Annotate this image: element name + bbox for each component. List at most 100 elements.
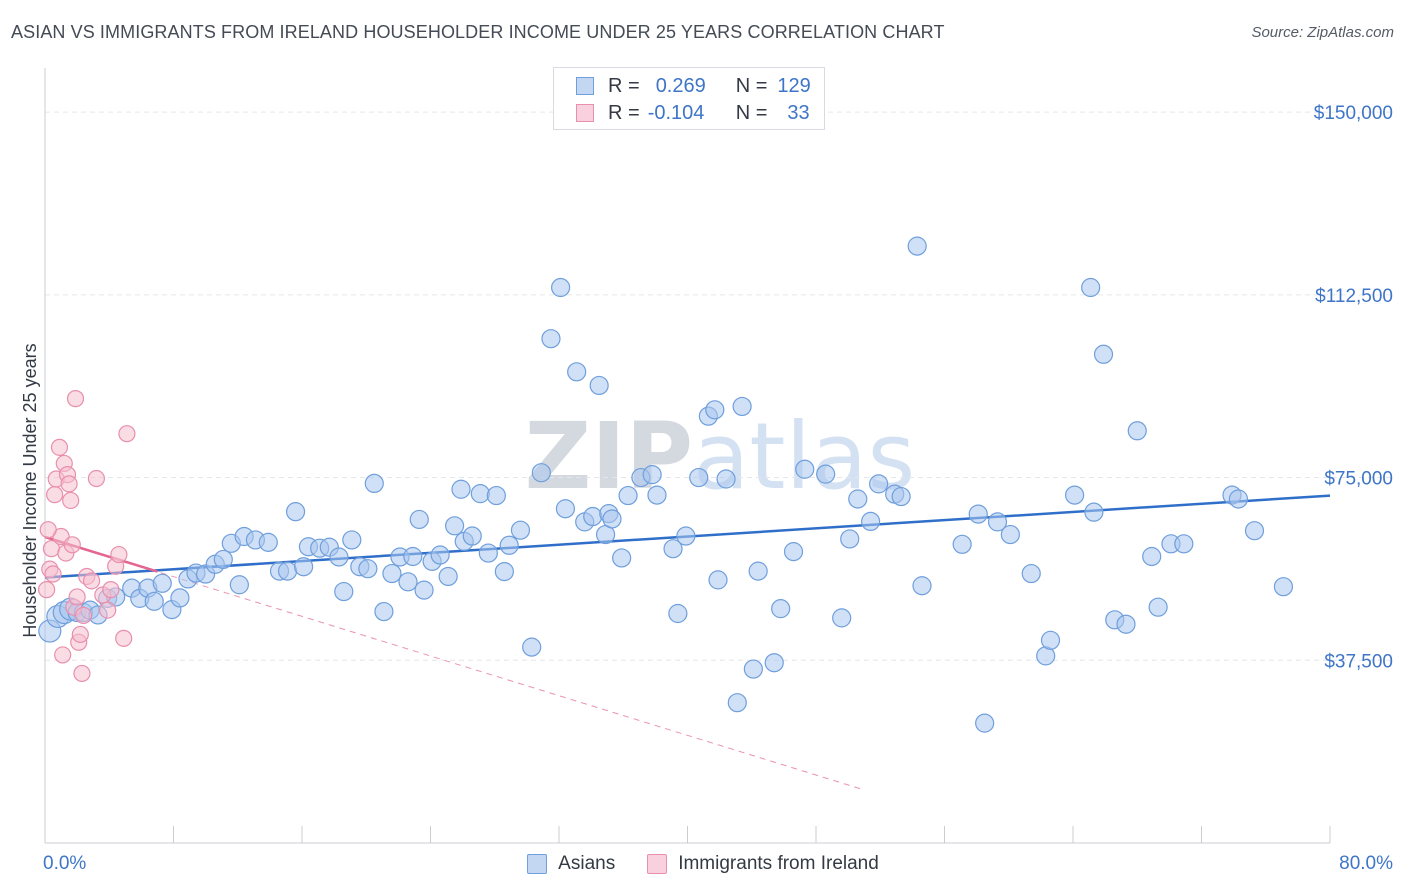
- point-asians: [277, 561, 298, 581]
- point-asians: [987, 512, 1008, 532]
- point-asians: [975, 713, 995, 733]
- point-asians: [647, 485, 667, 505]
- point-asians: [342, 530, 362, 550]
- point-asians: [748, 561, 768, 581]
- point-asians: [258, 532, 278, 552]
- point-asians: [642, 465, 662, 485]
- point-asians: [398, 572, 418, 592]
- point-asians: [382, 563, 402, 584]
- point-asians: [438, 566, 458, 587]
- point-asians: [1065, 485, 1085, 505]
- axis-labels: $37,500 $75,000 $112,500 $150,000 0.0% 80.0% H…: [20, 103, 1393, 874]
- point-ireland: [46, 486, 64, 504]
- point-ireland: [110, 545, 128, 564]
- point-asians: [294, 557, 314, 577]
- point-ireland: [62, 491, 80, 510]
- point-asians: [816, 464, 836, 484]
- point-asians: [522, 637, 542, 657]
- point-ireland: [44, 565, 62, 583]
- x-tick-label-min: 0.0%: [43, 853, 86, 874]
- point-asians: [329, 547, 349, 567]
- y-axis-title: Householder Income Under 25 years: [20, 343, 40, 637]
- point-asians: [1084, 502, 1104, 522]
- point-ireland: [66, 390, 85, 408]
- point-ireland: [115, 629, 133, 647]
- point-asians: [430, 545, 450, 565]
- legend-item-asians[interactable]: Asians: [527, 853, 615, 875]
- point-asians: [285, 502, 306, 522]
- point-asians: [589, 375, 609, 396]
- point-asians: [462, 526, 482, 546]
- point-asians: [358, 559, 378, 579]
- point-ireland: [99, 601, 117, 619]
- source-label: Source: ZipAtlas.com: [1251, 24, 1394, 41]
- point-asians: [602, 509, 622, 529]
- point-asians: [531, 463, 551, 483]
- series-ireland: [38, 390, 136, 683]
- point-asians: [1127, 421, 1147, 441]
- point-ireland: [118, 425, 136, 443]
- point-asians: [716, 469, 736, 489]
- point-asians: [783, 542, 804, 562]
- point-ireland: [68, 588, 86, 606]
- r-value: 0.269: [655, 74, 706, 97]
- point-asians: [1148, 597, 1168, 617]
- point-asians: [551, 277, 571, 298]
- point-asians: [510, 520, 531, 540]
- point-ireland: [50, 438, 69, 456]
- point-asians: [676, 526, 696, 546]
- point-asians: [832, 608, 852, 628]
- point-asians: [213, 549, 233, 570]
- point-asians: [229, 575, 249, 595]
- stats-legend-row-asians: R = 0.269 N = 129: [576, 73, 811, 99]
- point-asians: [451, 479, 471, 499]
- point-ireland: [39, 521, 57, 539]
- asians-legend-swatch: [527, 854, 548, 874]
- r-label: R =: [608, 101, 640, 124]
- point-asians: [555, 499, 576, 519]
- point-asians: [486, 485, 506, 506]
- point-asians: [364, 473, 384, 494]
- point-asians: [1040, 630, 1061, 650]
- n-value: 33: [787, 101, 810, 124]
- point-asians: [409, 509, 429, 530]
- point-asians: [612, 548, 632, 568]
- point-ireland: [63, 536, 81, 554]
- point-asians: [1081, 277, 1101, 298]
- point-asians: [663, 539, 683, 559]
- point-asians: [891, 486, 911, 507]
- point-asians: [152, 573, 172, 593]
- asians-swatch: [576, 77, 594, 95]
- ireland-legend-swatch: [647, 854, 668, 874]
- point-asians: [848, 489, 868, 509]
- point-asians: [912, 576, 932, 596]
- legend-item-ireland[interactable]: Immigrants from Ireland: [647, 853, 879, 875]
- point-asians: [764, 653, 784, 673]
- point-asians: [907, 236, 927, 256]
- point-asians: [968, 504, 988, 524]
- n-label: N =: [735, 74, 768, 97]
- point-asians: [869, 474, 889, 494]
- point-asians: [732, 396, 752, 417]
- point-asians: [1116, 614, 1136, 634]
- point-asians: [1273, 577, 1294, 597]
- point-asians: [478, 543, 498, 563]
- point-asians: [334, 581, 354, 602]
- point-asians: [1142, 546, 1162, 567]
- point-asians: [743, 659, 763, 679]
- point-asians: [705, 400, 725, 420]
- series-legend: Asians Immigrants from Ireland: [0, 851, 1406, 877]
- point-asians: [494, 561, 514, 582]
- y-tick-label: $150,000: [1314, 103, 1393, 124]
- point-asians: [499, 535, 519, 555]
- ireland-swatch: [576, 104, 594, 122]
- point-asians: [840, 529, 860, 549]
- point-asians: [1244, 521, 1265, 541]
- y-tick-label: $112,500: [1315, 286, 1393, 307]
- point-ireland: [102, 581, 120, 599]
- point-ireland: [87, 469, 106, 488]
- point-asians: [1174, 534, 1194, 554]
- point-ireland: [73, 664, 91, 683]
- point-asians: [403, 546, 423, 567]
